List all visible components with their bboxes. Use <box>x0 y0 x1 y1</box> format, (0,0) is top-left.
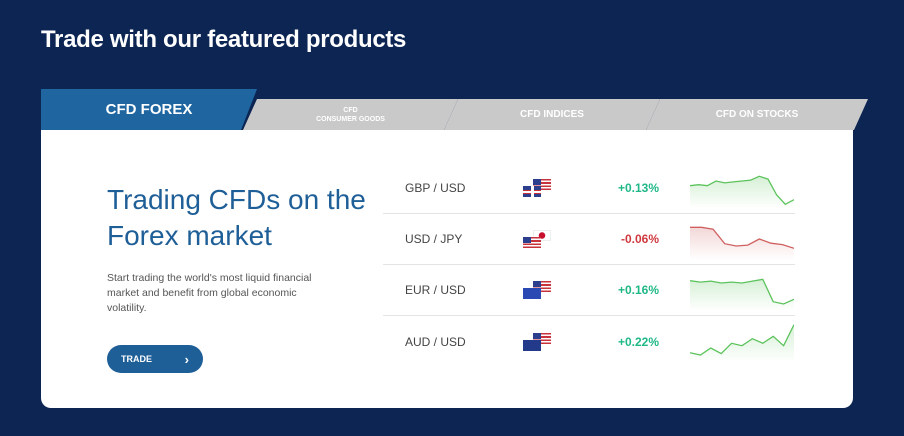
tab-cfd-indices[interactable]: CFD INDICES <box>444 99 660 130</box>
pair-row[interactable]: GBP / USD +0.13% <box>383 163 795 214</box>
au-flag-icon <box>523 339 541 351</box>
currency-flags <box>523 230 551 248</box>
sparkline-chart <box>690 278 794 311</box>
pair-name: EUR / USD <box>405 283 466 297</box>
us-flag-icon <box>523 237 541 248</box>
us-flag-icon <box>533 179 551 190</box>
pair-name: USD / JPY <box>405 232 463 246</box>
change-percent: +0.16% <box>617 283 659 297</box>
sparkline-line <box>690 175 794 206</box>
currency-flags <box>523 179 551 197</box>
forex-pairs-list: GBP / USD +0.13% USD / JPY -0.06% EUR / … <box>383 163 795 367</box>
tab-label: CFD ON STOCKS <box>715 109 799 120</box>
trade-button[interactable]: TRADE › <box>107 345 203 373</box>
tab-label-top: CFD <box>343 106 358 114</box>
tab-cfd-consumer-goods[interactable]: CFD CONSUMER GOODS <box>243 99 458 130</box>
sparkline-area <box>690 279 794 311</box>
tab-label: CFD INDICES <box>520 109 584 120</box>
hero-heading: Trading CFDs on the Forex market <box>107 184 366 251</box>
section-title: Trade with our featured products <box>41 26 407 53</box>
tab-cfd-on-stocks[interactable]: CFD ON STOCKS <box>646 99 868 130</box>
sparkline-area <box>690 227 794 260</box>
change-percent: -0.06% <box>620 232 659 246</box>
sparkline-line <box>690 324 794 356</box>
currency-flags <box>523 281 551 299</box>
sparkline-area <box>690 176 794 209</box>
tab-label-bottom: CONSUMER GOODS <box>316 115 385 123</box>
pair-name: GBP / USD <box>405 181 466 195</box>
eu-flag-icon <box>523 288 541 299</box>
change-percent: +0.22% <box>617 334 659 349</box>
pair-row[interactable]: EUR / USD +0.16% <box>383 265 795 316</box>
pair-name: AUD / USD <box>405 334 466 349</box>
sparkline-chart <box>690 324 794 362</box>
tab-cfd-forex[interactable]: CFD FOREX <box>41 89 257 130</box>
us-flag-icon <box>533 281 551 292</box>
pair-row[interactable]: USD / JPY -0.06% <box>383 214 795 265</box>
hero-description: Start trading the world's most liquid fi… <box>107 272 312 314</box>
pair-row[interactable]: AUD / USD +0.22% <box>383 316 795 367</box>
sparkline-chart <box>690 226 794 260</box>
chevron-right-icon: › <box>184 351 189 367</box>
us-flag-icon <box>533 332 551 344</box>
sparkline-line <box>690 226 794 249</box>
sparkline-line <box>690 278 794 305</box>
trade-button-label: TRADE <box>121 354 152 364</box>
change-percent: +0.13% <box>617 181 659 195</box>
currency-flags <box>523 332 551 351</box>
jp-flag-icon <box>533 230 551 241</box>
tab-label: CFD FOREX <box>105 101 193 118</box>
product-card: Trading CFDs on the Forex market Start t… <box>41 130 853 408</box>
sparkline-area <box>690 324 794 362</box>
gb-flag-icon <box>523 186 541 197</box>
sparkline-chart <box>690 175 794 209</box>
